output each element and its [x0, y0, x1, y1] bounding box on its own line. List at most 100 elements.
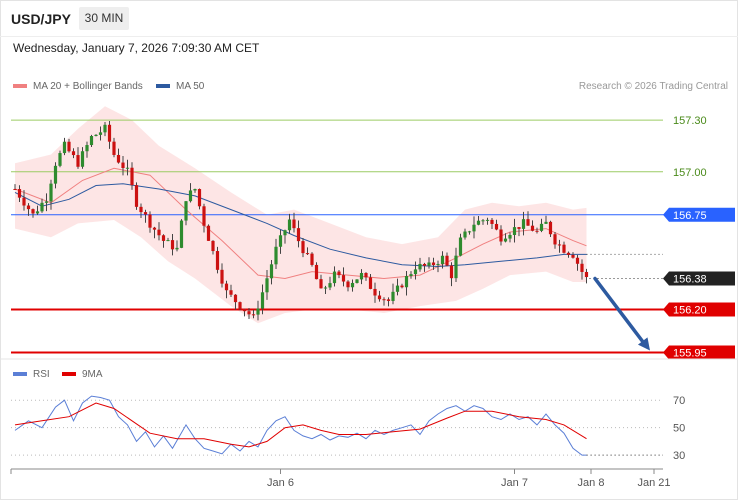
candle-body — [485, 219, 490, 221]
candle — [175, 240, 179, 252]
candle-body — [508, 234, 512, 239]
candle — [530, 220, 535, 232]
candle — [206, 224, 211, 241]
candle-body — [256, 308, 260, 315]
price-level-label-156.38: 156.38 — [663, 271, 735, 286]
price-legend-ma50: MA 50 — [156, 81, 204, 92]
candle-body — [247, 311, 251, 315]
price-level-text: 157.30 — [673, 115, 707, 127]
candle — [26, 203, 31, 216]
candle-body — [35, 211, 40, 214]
candle-body — [98, 132, 103, 135]
candlestick-layer — [13, 121, 589, 321]
candle-body — [265, 278, 269, 293]
header-divider — [0, 36, 738, 37]
candle — [476, 216, 481, 226]
candle — [305, 247, 310, 255]
candle-body — [521, 219, 526, 229]
price-level-text: 156.38 — [673, 274, 707, 286]
candle — [553, 232, 557, 249]
candle — [355, 279, 359, 284]
candle — [242, 308, 247, 317]
candle — [580, 259, 584, 280]
candle-body — [197, 189, 202, 207]
price-level-label-156.20: 156.20 — [663, 302, 735, 317]
candle-body — [22, 197, 26, 206]
price-level-tag — [663, 302, 735, 317]
candle — [310, 252, 314, 267]
candle-body — [395, 285, 400, 292]
forecast-arrow-shaft — [593, 276, 647, 347]
candle-body — [49, 183, 53, 202]
candle — [148, 211, 152, 233]
candle — [364, 272, 368, 281]
candle — [440, 251, 445, 269]
candle — [184, 201, 188, 226]
candle — [166, 237, 170, 242]
candle — [427, 257, 431, 269]
rsi-legend-rsi: RSI — [13, 369, 50, 380]
candle — [215, 246, 220, 274]
symbol-title[interactable]: USD/JPY — [11, 11, 71, 27]
candle — [58, 150, 62, 168]
candle-body — [391, 291, 395, 301]
time-label-Jan-8: Jan 8 — [578, 477, 605, 489]
candle-body — [566, 252, 571, 255]
candle — [76, 147, 80, 169]
interval-button[interactable]: 30 MIN — [79, 7, 129, 30]
candle — [224, 280, 229, 299]
candle — [544, 215, 548, 224]
time-label-Jan-6: Jan 6 — [267, 477, 294, 489]
candle — [161, 234, 166, 248]
candle — [481, 218, 485, 225]
candle-body — [170, 240, 175, 250]
candle-body — [571, 254, 575, 258]
candle-body — [274, 246, 278, 265]
candle — [508, 232, 512, 243]
candle-body — [107, 124, 112, 142]
candle — [494, 219, 499, 231]
candle — [283, 229, 287, 244]
candle — [202, 203, 206, 233]
rsi-tick-30: 30 — [673, 450, 685, 462]
candle-body — [422, 263, 427, 266]
candle-body — [125, 167, 130, 169]
rsi-legend-label: RSI — [33, 369, 50, 380]
candle — [521, 211, 526, 236]
candle-body — [17, 189, 22, 198]
candle-body — [71, 151, 76, 156]
price-legend-ma20: MA 20 + Bollinger Bands — [13, 81, 143, 92]
candle — [260, 284, 265, 315]
candle-body — [562, 244, 566, 253]
candle — [377, 290, 382, 302]
price-levels-layer — [11, 119, 735, 354]
candle-body — [386, 299, 391, 301]
candle — [67, 138, 71, 153]
candle — [179, 219, 184, 249]
candle — [233, 294, 238, 310]
candle-body — [94, 134, 98, 137]
candle-body — [314, 264, 319, 280]
candle-body — [575, 257, 580, 264]
candle-body — [341, 275, 346, 282]
candle-body — [80, 151, 85, 167]
candle — [472, 216, 476, 239]
candle-body — [535, 230, 539, 232]
ma50-line — [14, 183, 587, 268]
time-label-Jan-21: Jan 21 — [637, 477, 670, 489]
candle-body — [215, 251, 220, 270]
candle — [157, 222, 161, 241]
candle-body — [544, 221, 548, 224]
candle-body — [139, 206, 143, 213]
candle-body — [440, 255, 445, 264]
candle — [449, 262, 454, 287]
candle — [490, 218, 494, 230]
candle — [44, 193, 49, 212]
candle-body — [40, 202, 44, 212]
candle — [49, 179, 53, 210]
candle — [382, 297, 386, 306]
candle-body — [188, 190, 193, 202]
datetime-label: Wednesday, January 7, 2026 7:09:30 AM CE… — [13, 41, 260, 55]
candle-body — [530, 225, 535, 231]
